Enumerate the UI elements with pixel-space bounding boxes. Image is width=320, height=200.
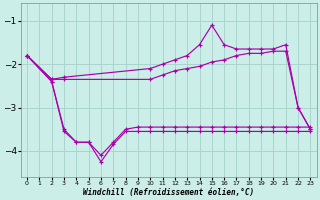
X-axis label: Windchill (Refroidissement éolien,°C): Windchill (Refroidissement éolien,°C) bbox=[83, 188, 254, 197]
